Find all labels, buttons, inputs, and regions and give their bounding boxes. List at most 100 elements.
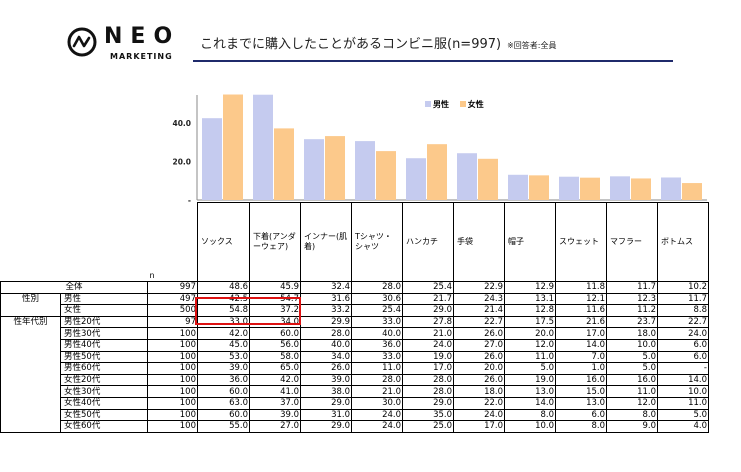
bar-female-5 bbox=[478, 158, 498, 200]
y-tick-label: 40.0 bbox=[172, 119, 191, 128]
bar-chart: 40.0 20.0 - bbox=[172, 94, 707, 205]
cell-total-7: 11.8 bbox=[555, 281, 607, 294]
table-cell: 12.0 bbox=[504, 338, 556, 352]
column-header-4: ハンカチ bbox=[402, 202, 454, 282]
bar-female-2 bbox=[325, 136, 345, 200]
bar-male-8 bbox=[610, 176, 630, 200]
bar-female-9 bbox=[682, 183, 702, 200]
table-row: 男性30代 100 42.0 60.0 28.0 40.0 21.0 26.0 20.0 17.0… bbox=[0, 327, 709, 340]
table-cell: 20.0 bbox=[504, 327, 556, 340]
cell-total-0: 48.6 bbox=[197, 281, 250, 294]
legend-label-male: 男性 bbox=[433, 100, 449, 109]
table-cell: 21.4 bbox=[453, 304, 505, 317]
table-cell: 31.6 bbox=[300, 292, 352, 306]
table-cell: 28.0 bbox=[402, 385, 454, 398]
row-label: 女性50代 bbox=[60, 408, 148, 422]
table-cell: 58.0 bbox=[249, 350, 301, 364]
table-row: 女性 500 54.8 37.2 33.2 25.4 29.0 21.4 12.8 11.6 11.… bbox=[0, 304, 709, 317]
row-n: 100 bbox=[147, 350, 198, 364]
table-cell: 40.0 bbox=[300, 338, 352, 352]
chart-legend: 男性 女性 bbox=[425, 99, 492, 110]
table-cell: 11.0 bbox=[351, 362, 403, 375]
table-cell: 39.0 bbox=[249, 408, 301, 422]
header: NEO MARKETING これまでに購入したことがあるコンビニ服(n=997)… bbox=[0, 0, 741, 70]
table-cell: 34.0 bbox=[300, 350, 352, 364]
table-cell: 27.0 bbox=[249, 420, 301, 433]
row-label-total: 全体 bbox=[0, 281, 148, 294]
table-cell: 45.0 bbox=[197, 338, 250, 352]
table-cell: 17.0 bbox=[555, 327, 607, 340]
table-cell: 5.0 bbox=[606, 362, 658, 375]
row-n: 100 bbox=[147, 385, 198, 398]
row-label: 男性20代 bbox=[60, 315, 148, 329]
row-label: 男性 bbox=[60, 292, 148, 306]
group-label-0: 性別 bbox=[0, 292, 61, 305]
table-cell: 21.6 bbox=[555, 315, 607, 329]
group-label-1 bbox=[0, 327, 61, 340]
table-cell: 29.0 bbox=[300, 420, 352, 433]
bar-female-4 bbox=[427, 144, 447, 200]
table-cell: 12.0 bbox=[606, 396, 658, 410]
table-cell: 13.0 bbox=[504, 385, 556, 398]
table-cell: 26.0 bbox=[453, 350, 505, 364]
column-header-9: ボトムス bbox=[657, 202, 709, 282]
group-label-1 bbox=[0, 385, 61, 398]
table-cell: 13.1 bbox=[504, 292, 556, 306]
table-row: 性年代別 男性20代 97 33.0 34.0 29.9 33.0 27.8 22.7 17.5 2… bbox=[0, 315, 709, 329]
table-cell: 41.0 bbox=[249, 385, 301, 398]
respondents-note: ※回答者:全員 bbox=[507, 41, 557, 50]
legend-item-male: 男性 bbox=[425, 99, 449, 110]
table-cell: 29.0 bbox=[300, 396, 352, 410]
table-cell: 26.0 bbox=[300, 362, 352, 375]
table-cell: 16.0 bbox=[555, 373, 607, 387]
table-cell: 8.0 bbox=[606, 408, 658, 422]
group-label-0 bbox=[0, 304, 61, 317]
group-label-1 bbox=[0, 374, 61, 386]
table-cell: 42.0 bbox=[249, 373, 301, 387]
column-header-3: Tシャツ・シャツ bbox=[351, 202, 403, 282]
bar-male-4 bbox=[406, 158, 426, 200]
table-row: 女性40代 100 63.0 37.0 29.0 30.0 29.0 22.0 14.0 13.0… bbox=[0, 396, 709, 410]
table-cell: 36.0 bbox=[351, 338, 403, 352]
group-label-1 bbox=[0, 409, 61, 421]
bar-female-7 bbox=[580, 177, 600, 200]
table-cell: 21.0 bbox=[402, 327, 454, 340]
table-cell: 29.0 bbox=[402, 396, 454, 410]
column-header-6: 帽子 bbox=[504, 202, 556, 282]
table-cell: 33.0 bbox=[351, 350, 403, 364]
table-row: 女性60代 100 55.0 27.0 29.0 24.0 25.0 17.0 10.0 8.0 9… bbox=[0, 420, 709, 433]
table-row: 性別 男性 497 42.5 54.7 31.6 30.6 21.7 24.3 13.1 12.1 1… bbox=[0, 292, 709, 306]
column-header-0: ソックス bbox=[197, 202, 250, 282]
logo-wordmark: NEO bbox=[104, 24, 181, 49]
table-cell: 30.0 bbox=[351, 396, 403, 410]
table-cell: 18.0 bbox=[453, 385, 505, 398]
row-label: 女性60代 bbox=[60, 420, 148, 433]
table-cell: 8.0 bbox=[555, 420, 607, 433]
table-cell: 12.3 bbox=[606, 292, 658, 306]
group-label-1 bbox=[0, 397, 61, 410]
bar-male-5 bbox=[457, 153, 477, 200]
group-label-1: 性年代別 bbox=[0, 315, 61, 328]
column-header-8: マフラー bbox=[606, 202, 658, 282]
legend-label-female: 女性 bbox=[467, 100, 484, 109]
bar-male-9 bbox=[661, 177, 681, 200]
table-cell: 11.2 bbox=[606, 304, 658, 317]
header-spacer bbox=[1, 203, 61, 282]
table-cell: 9.0 bbox=[606, 420, 658, 433]
table-cell: 5.0 bbox=[606, 350, 658, 364]
table-row-total: 全体 997 48.6 45.9 32.4 28.0 25.4 22.9 12.9 11.8 11.… bbox=[0, 281, 709, 294]
row-n: 97 bbox=[147, 315, 198, 329]
legend-swatch-male bbox=[425, 101, 431, 107]
row-label: 男性30代 bbox=[60, 327, 148, 340]
table-cell: 39.0 bbox=[197, 362, 250, 375]
row-label: 女性40代 bbox=[60, 396, 148, 410]
bar-male-0 bbox=[202, 118, 222, 200]
table-row: 男性60代 100 39.0 65.0 26.0 11.0 17.0 20.0 5.0 1.0 5.… bbox=[0, 362, 709, 375]
table-cell: 30.6 bbox=[351, 292, 403, 306]
bar-male-2 bbox=[304, 139, 324, 200]
table-cell: 24.0 bbox=[657, 327, 709, 340]
table-cell: 56.0 bbox=[249, 338, 301, 352]
row-label: 女性20代 bbox=[60, 373, 148, 387]
table-cell: 6.0 bbox=[657, 350, 709, 364]
table-cell: 42.0 bbox=[197, 327, 250, 340]
